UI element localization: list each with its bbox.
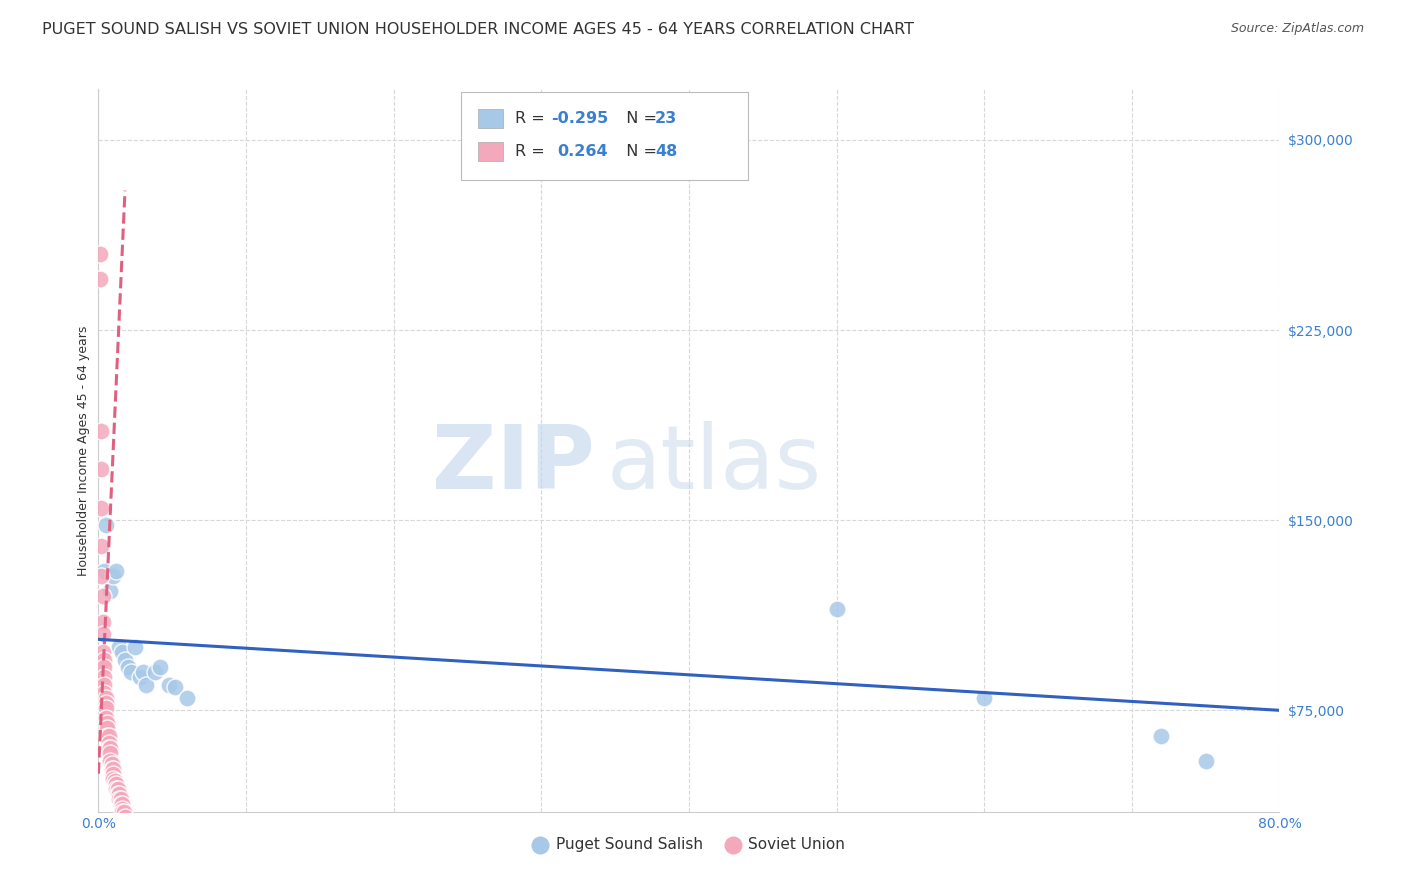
Point bbox=[105, 564, 128, 578]
Point bbox=[93, 652, 115, 666]
Text: R =: R = bbox=[515, 112, 550, 126]
Point bbox=[90, 539, 112, 553]
Point bbox=[91, 645, 114, 659]
Point bbox=[110, 797, 132, 811]
Point bbox=[825, 602, 848, 616]
Point bbox=[1150, 729, 1173, 743]
Point bbox=[1195, 754, 1218, 768]
Text: Source: ZipAtlas.com: Source: ZipAtlas.com bbox=[1230, 22, 1364, 36]
Text: 0.264: 0.264 bbox=[557, 145, 607, 159]
Point bbox=[100, 756, 122, 771]
Point bbox=[103, 772, 125, 786]
Point bbox=[112, 805, 135, 819]
Text: -0.295: -0.295 bbox=[551, 112, 609, 126]
Point bbox=[157, 678, 180, 692]
Point bbox=[97, 729, 120, 743]
Point bbox=[105, 777, 128, 791]
Point bbox=[132, 665, 155, 680]
Point bbox=[89, 247, 111, 261]
Point bbox=[117, 660, 139, 674]
Point bbox=[93, 685, 115, 699]
Point bbox=[103, 762, 125, 776]
Text: atlas: atlas bbox=[606, 421, 821, 508]
Text: 48: 48 bbox=[655, 145, 678, 159]
Point bbox=[124, 640, 146, 654]
Point bbox=[98, 754, 121, 768]
Point bbox=[104, 774, 127, 789]
Y-axis label: Householder Income Ages 45 - 64 years: Householder Income Ages 45 - 64 years bbox=[77, 326, 90, 575]
Point bbox=[143, 665, 166, 680]
Point bbox=[120, 665, 142, 680]
Point bbox=[94, 696, 117, 710]
Point bbox=[91, 627, 114, 641]
Point bbox=[96, 729, 118, 743]
Point bbox=[135, 678, 157, 692]
Point bbox=[93, 564, 115, 578]
Point bbox=[108, 640, 131, 654]
Point bbox=[90, 500, 112, 515]
Point bbox=[93, 678, 115, 692]
Point bbox=[90, 569, 112, 583]
Legend: Puget Sound Salish, Soviet Union: Puget Sound Salish, Soviet Union bbox=[526, 831, 852, 858]
Point bbox=[89, 272, 111, 286]
Point bbox=[111, 797, 134, 811]
Point bbox=[94, 711, 117, 725]
Point bbox=[103, 766, 125, 780]
Text: N =: N = bbox=[616, 112, 662, 126]
Point bbox=[96, 721, 118, 735]
Point bbox=[176, 690, 198, 705]
Text: ZIP: ZIP bbox=[432, 421, 595, 508]
Point bbox=[149, 660, 172, 674]
Point bbox=[90, 462, 112, 476]
Point bbox=[108, 792, 131, 806]
Point bbox=[110, 792, 132, 806]
Point bbox=[93, 660, 115, 674]
Point bbox=[114, 810, 136, 824]
Point bbox=[94, 518, 117, 533]
Point bbox=[91, 615, 114, 629]
Point bbox=[96, 716, 118, 731]
Point bbox=[107, 781, 129, 796]
Point bbox=[100, 762, 122, 776]
Point bbox=[111, 805, 134, 819]
Text: R =: R = bbox=[515, 145, 554, 159]
Point bbox=[94, 700, 117, 714]
Point bbox=[108, 787, 131, 801]
Point bbox=[107, 787, 129, 801]
Point bbox=[105, 781, 128, 796]
Point bbox=[93, 670, 115, 684]
Point bbox=[97, 736, 120, 750]
Point bbox=[94, 690, 117, 705]
Point bbox=[103, 569, 125, 583]
Point bbox=[98, 584, 121, 599]
Point bbox=[973, 690, 995, 705]
Point bbox=[128, 670, 150, 684]
Point bbox=[91, 589, 114, 603]
Text: PUGET SOUND SALISH VS SOVIET UNION HOUSEHOLDER INCOME AGES 45 - 64 YEARS CORRELA: PUGET SOUND SALISH VS SOVIET UNION HOUSE… bbox=[42, 22, 914, 37]
Point bbox=[97, 741, 120, 756]
Point bbox=[114, 652, 136, 666]
Point bbox=[111, 645, 134, 659]
Point bbox=[111, 802, 134, 816]
Point bbox=[98, 741, 121, 756]
Point bbox=[165, 681, 187, 695]
Point bbox=[98, 747, 121, 761]
Text: 23: 23 bbox=[655, 112, 678, 126]
Text: N =: N = bbox=[616, 145, 662, 159]
Point bbox=[90, 425, 112, 439]
